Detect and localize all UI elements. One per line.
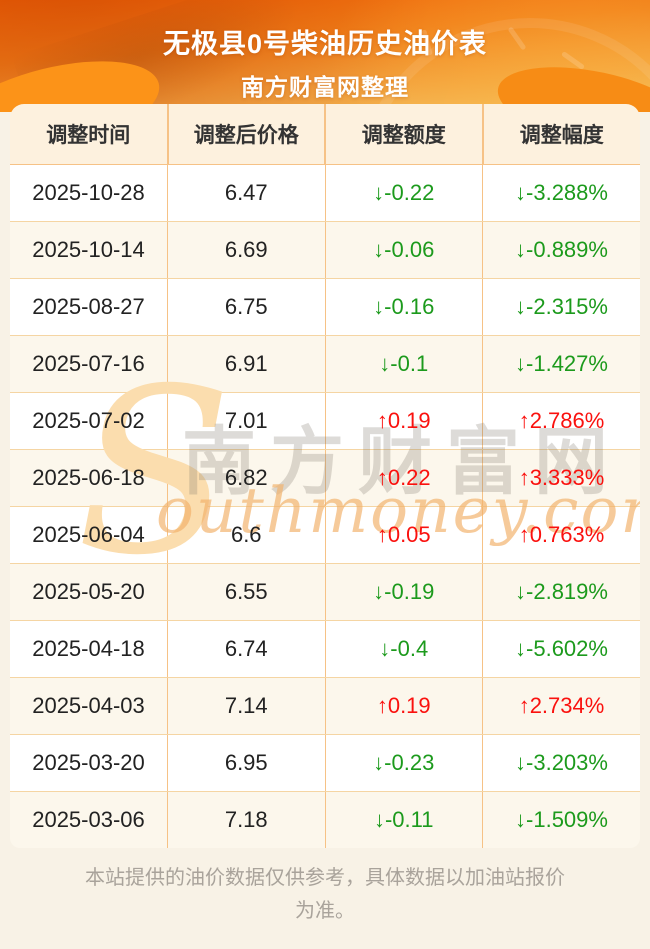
table-header-row: 调整时间 调整后价格 调整额度 调整幅度 [10,104,640,165]
table-row: 2025-10-28 6.47 ↓-0.22 ↓-3.288% [10,164,640,222]
cell-price: 6.47 [167,164,326,222]
price-table: 调整时间 调整后价格 调整额度 调整幅度 2025-10-28 6.47 ↓-0… [10,104,640,848]
col-header-price: 调整后价格 [167,104,326,165]
cell-date: 2025-07-16 [10,335,168,393]
cell-change: ↓-0.23 [325,734,483,792]
cell-pct: ↑3.333% [482,449,640,507]
cell-price: 6.75 [167,278,326,336]
disclaimer-text: 本站提供的油价数据仅供参考，具体数据以加油站报价为准。 [85,867,565,922]
cell-change: ↑0.05 [325,506,483,564]
table-row: 2025-04-18 6.74 ↓-0.4 ↓-5.602% [10,620,640,678]
page-subtitle: 南方财富网整理 [241,74,409,100]
cell-date: 2025-08-27 [10,278,168,336]
table-row: 2025-06-04 6.6 ↑0.05 ↑0.763% [10,506,640,564]
cell-pct: ↓-3.203% [482,734,640,792]
table-row: 2025-03-06 7.18 ↓-0.11 ↓-1.509% [10,791,640,848]
cell-date: 2025-04-18 [10,620,168,678]
table-row: 2025-06-18 6.82 ↑0.22 ↑3.333% [10,449,640,507]
cell-pct: ↑2.734% [482,677,640,735]
cell-date: 2025-06-18 [10,449,168,507]
cell-date: 2025-03-06 [10,791,168,848]
cell-pct: ↓-1.427% [482,335,640,393]
price-table-card: 调整时间 调整后价格 调整额度 调整幅度 2025-10-28 6.47 ↓-0… [10,104,640,848]
cell-change: ↓-0.19 [325,563,483,621]
cell-change: ↓-0.1 [325,335,483,393]
cell-date: 2025-04-03 [10,677,168,735]
cell-price: 7.01 [167,392,326,450]
cell-date: 2025-06-04 [10,506,168,564]
cell-pct: ↓-2.315% [482,278,640,336]
cell-pct: ↓-5.602% [482,620,640,678]
table-row: 2025-05-20 6.55 ↓-0.19 ↓-2.819% [10,563,640,621]
cell-change: ↑0.19 [325,392,483,450]
cell-price: 6.69 [167,221,326,279]
banner: 无极县0号柴油历史油价表 南方财富网整理 [0,0,650,112]
cell-change: ↑0.19 [325,677,483,735]
cell-date: 2025-10-14 [10,221,168,279]
cell-change: ↓-0.22 [325,164,483,222]
cell-change: ↓-0.16 [325,278,483,336]
cell-price: 6.74 [167,620,326,678]
cell-pct: ↑0.763% [482,506,640,564]
cell-price: 6.82 [167,449,326,507]
cell-price: 6.91 [167,335,326,393]
cell-date: 2025-03-20 [10,734,168,792]
table-row: 2025-03-20 6.95 ↓-0.23 ↓-3.203% [10,734,640,792]
cell-price: 7.14 [167,677,326,735]
cell-pct: ↓-2.819% [482,563,640,621]
cell-price: 6.6 [167,506,326,564]
table-row: 2025-07-02 7.01 ↑0.19 ↑2.786% [10,392,640,450]
cell-pct: ↓-3.288% [482,164,640,222]
cell-change: ↓-0.06 [325,221,483,279]
col-header-pct: 调整幅度 [482,104,640,165]
cell-pct: ↑2.786% [482,392,640,450]
cell-change: ↑0.22 [325,449,483,507]
cell-change: ↓-0.4 [325,620,483,678]
cell-price: 6.95 [167,734,326,792]
table-row: 2025-04-03 7.14 ↑0.19 ↑2.734% [10,677,640,735]
cell-change: ↓-0.11 [325,791,483,848]
cell-date: 2025-05-20 [10,563,168,621]
table-row: 2025-07-16 6.91 ↓-0.1 ↓-1.427% [10,335,640,393]
footer: 本站提供的油价数据仅供参考，具体数据以加油站报价为准。 [0,862,650,928]
col-header-date: 调整时间 [10,104,169,165]
table-row: 2025-08-27 6.75 ↓-0.16 ↓-2.315% [10,278,640,336]
page-title: 无极县0号柴油历史油价表 [162,29,487,59]
table-row: 2025-10-14 6.69 ↓-0.06 ↓-0.889% [10,221,640,279]
col-header-change: 调整额度 [325,104,484,165]
cell-date: 2025-07-02 [10,392,168,450]
cell-pct: ↓-0.889% [482,221,640,279]
cell-price: 7.18 [167,791,326,848]
cell-price: 6.55 [167,563,326,621]
cell-pct: ↓-1.509% [515,807,608,832]
cell-date: 2025-10-28 [10,164,168,222]
